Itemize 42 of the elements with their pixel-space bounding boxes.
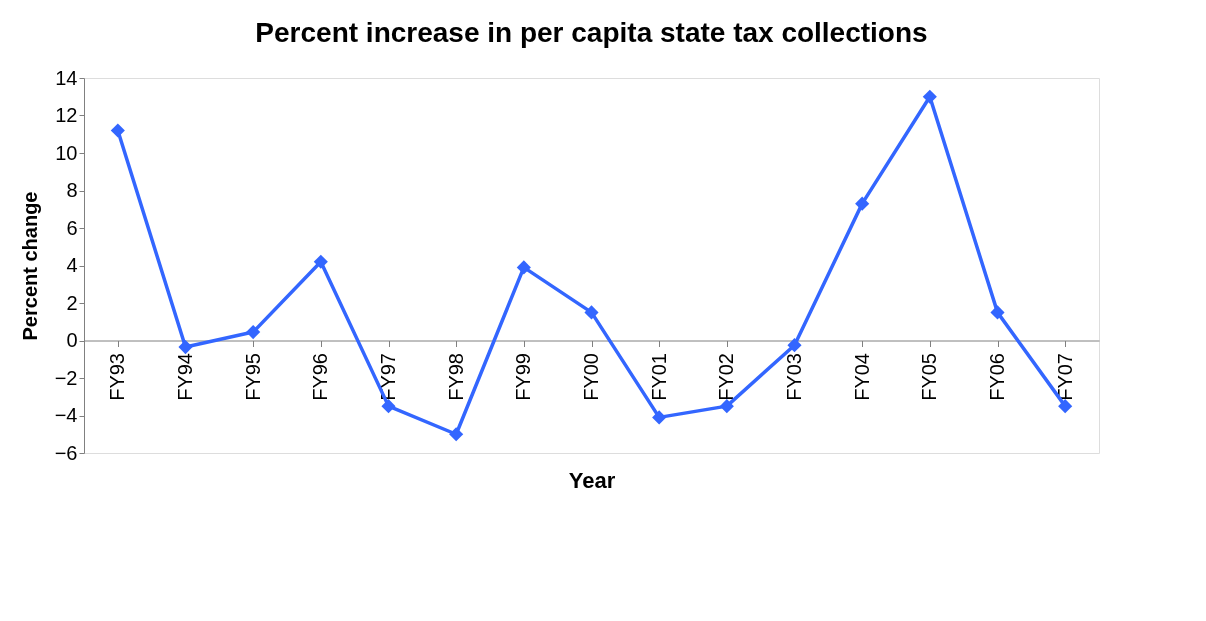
y-tick-label: 6 [66, 216, 78, 239]
point [855, 196, 870, 211]
y-tick-label: 14 [55, 66, 78, 89]
x-tick-label: FY93 [106, 353, 129, 401]
x-tick-label: FY06 [986, 353, 1008, 401]
point [449, 427, 464, 442]
y-tick-label: 12 [55, 104, 78, 126]
chart-title: Percent increase in per capita state tax collections [255, 17, 928, 48]
x-tick-label: FY01 [647, 353, 670, 401]
x-tick-label: FY94 [174, 353, 196, 401]
point [652, 410, 667, 425]
y-tick-label: 10 [55, 141, 78, 164]
point [516, 260, 531, 275]
point [922, 89, 937, 104]
y-tick-label: −2 [54, 366, 78, 389]
x-tick-label: FY05 [918, 353, 941, 401]
x-tick-label: FY95 [241, 353, 264, 401]
x-tick-label: FY98 [444, 353, 467, 401]
point [787, 338, 802, 353]
x-tick-label: FY02 [715, 353, 738, 401]
y-tick-label: 0 [66, 329, 78, 351]
point [381, 399, 396, 414]
y-tick-label: 4 [66, 254, 78, 276]
y-tick-label: −6 [54, 441, 78, 464]
point [1058, 399, 1073, 414]
x-tick-label: FY04 [850, 353, 873, 401]
point [313, 254, 328, 269]
y-tick-label: −4 [54, 404, 78, 426]
x-tick-label: FY03 [783, 353, 805, 401]
point [246, 324, 261, 340]
x-axis-title: Year [568, 467, 616, 493]
x-tick-label: FY00 [580, 353, 602, 401]
point [990, 305, 1005, 320]
x-tick-label: FY99 [512, 353, 535, 401]
point [584, 305, 599, 320]
y-tick-label: 8 [66, 179, 78, 201]
point [110, 123, 125, 138]
x-tick-label: FY96 [309, 353, 332, 401]
point [719, 399, 734, 414]
y-axis-title: Percent change [18, 191, 41, 341]
y-tick-label: 2 [66, 291, 78, 314]
x-tick-label: FY07 [1053, 353, 1076, 401]
